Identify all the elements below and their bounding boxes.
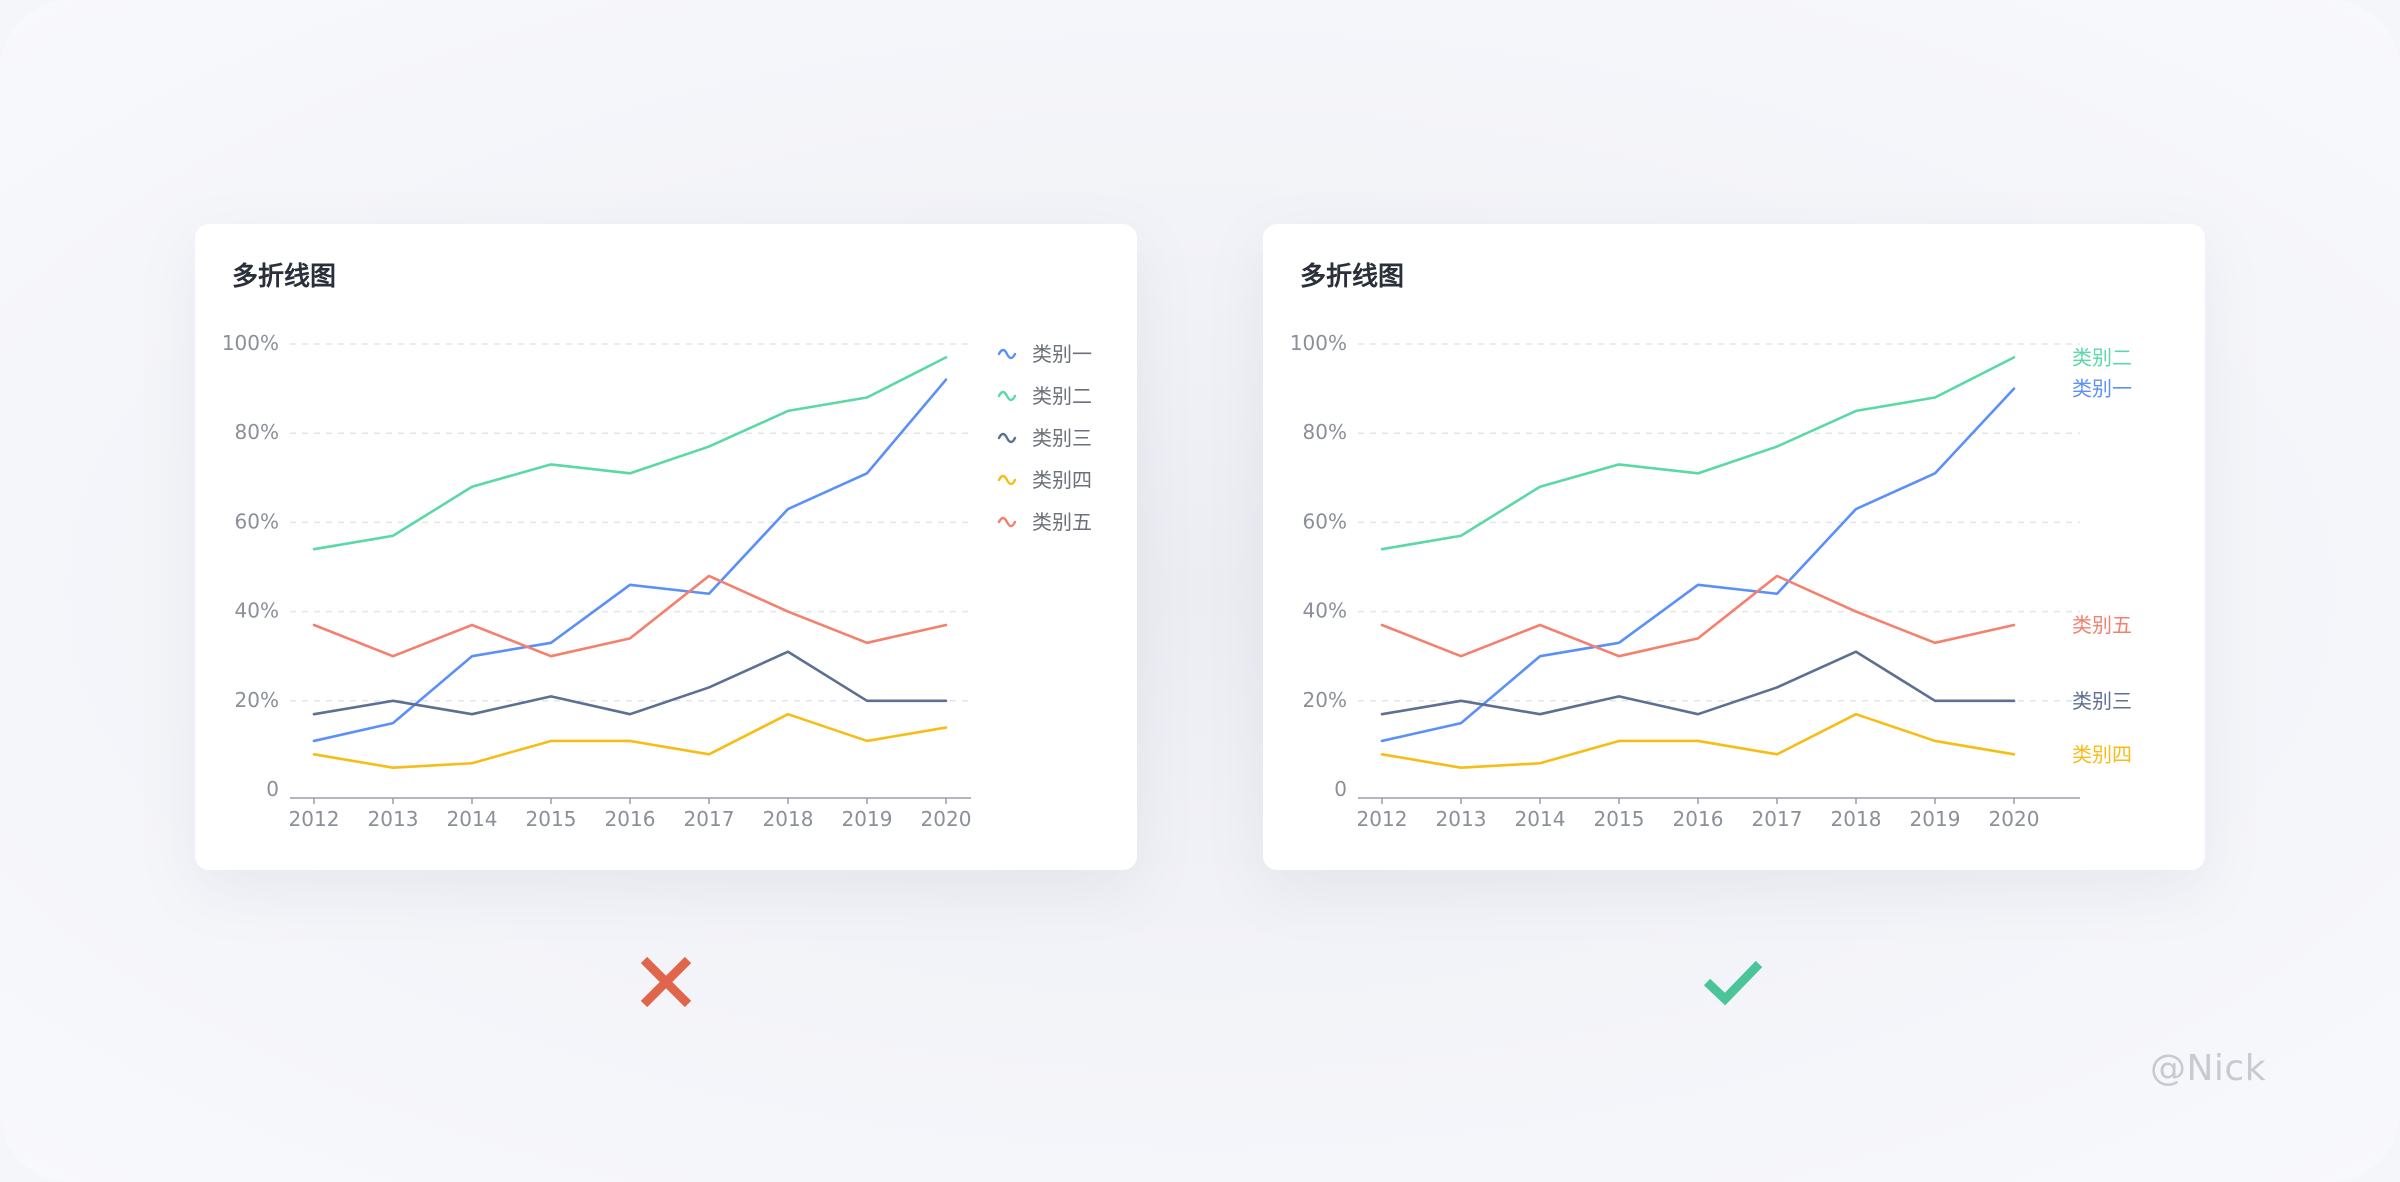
y-tick-label: 20%	[235, 688, 279, 712]
y-tick-label: 100%	[222, 331, 279, 355]
series-line-1	[1380, 387, 2016, 743]
line-chart-direct-label-version: 0 20% 40% 60% 80% 100% 2012 2013 2014 2015 2016 201…	[1290, 331, 2132, 831]
y-tick-label: 60%	[1303, 509, 1347, 533]
x-tick-label: 2014	[447, 807, 498, 831]
x-tick-label: 2013	[368, 807, 419, 831]
legend-label: 类别四	[1032, 468, 1092, 492]
x-tick-label: 2019	[842, 807, 893, 831]
series-line-3	[312, 650, 948, 716]
chart-card-right: 多折线图 0 20% 40% 60% 80% 100% 2012 2013 2014 2015 20…	[1263, 224, 2205, 870]
series-line-4	[312, 712, 948, 770]
legend-wave-icon	[997, 432, 1017, 444]
end-label: 类别五	[2072, 613, 2132, 637]
y-tick-label: 20%	[1303, 688, 1347, 712]
legend-label: 类别三	[1032, 426, 1092, 450]
legend-wave-icon	[997, 474, 1017, 486]
y-tick-label: 80%	[1303, 420, 1347, 444]
y-tick-label: 40%	[235, 599, 279, 623]
chart-card-wrong: 多折线图 0 20% 40% 60% 80% 100% 2012 2013 2014 2015 20…	[195, 224, 1137, 870]
series-line-1	[312, 378, 948, 743]
legend-label: 类别二	[1032, 384, 1092, 408]
series-line-5	[1380, 574, 2016, 658]
y-tick-label: 100%	[1290, 331, 1347, 355]
series-line-2	[312, 356, 948, 551]
chart-title: 多折线图	[1300, 262, 1405, 292]
end-label: 类别四	[2072, 742, 2132, 766]
y-tick-label: 60%	[235, 509, 279, 533]
legend-wave-icon	[997, 348, 1017, 360]
legend-label: 类别五	[1032, 510, 1092, 534]
series-line-4	[1380, 712, 2016, 770]
legend-label: 类别一	[1032, 342, 1092, 366]
x-tick-label: 2016	[1673, 807, 1724, 831]
legend-wave-icon	[997, 390, 1017, 402]
y-tick-label: 40%	[1303, 599, 1347, 623]
x-tick-label: 2018	[763, 807, 814, 831]
y-tick-label: 80%	[235, 420, 279, 444]
check-icon	[1703, 952, 1763, 1012]
x-tick-label: 2018	[1831, 807, 1882, 831]
x-tick-label: 2015	[1594, 807, 1645, 831]
cross-icon	[636, 952, 696, 1012]
line-chart-legend-version: 0 20% 40% 60% 80% 100% 2012 2013 2014 2015 2016 201…	[222, 331, 1092, 831]
end-label: 类别二	[2072, 345, 2132, 369]
series-line-3	[1380, 650, 2016, 716]
x-tick-label: 2012	[1357, 807, 1408, 831]
x-tick-label: 2017	[1752, 807, 1803, 831]
chart-title: 多折线图	[232, 262, 337, 292]
series-line-2	[1380, 356, 2016, 551]
x-tick-label: 2016	[605, 807, 656, 831]
x-tick-label: 2015	[526, 807, 577, 831]
series-line-5	[312, 574, 948, 658]
y-tick-label: 0	[1334, 777, 1347, 801]
x-tick-label: 2020	[1989, 807, 2040, 831]
x-tick-label: 2012	[289, 807, 340, 831]
end-label: 类别三	[2072, 689, 2132, 713]
x-tick-label: 2013	[1436, 807, 1487, 831]
y-tick-label: 0	[266, 777, 279, 801]
legend-wave-icon	[997, 516, 1017, 528]
x-tick-label: 2020	[921, 807, 972, 831]
x-tick-label: 2017	[684, 807, 735, 831]
x-tick-label: 2019	[1910, 807, 1961, 831]
end-label: 类别一	[2072, 377, 2132, 401]
author-signature: @Nick	[2150, 1048, 2267, 1089]
x-tick-label: 2014	[1515, 807, 1566, 831]
